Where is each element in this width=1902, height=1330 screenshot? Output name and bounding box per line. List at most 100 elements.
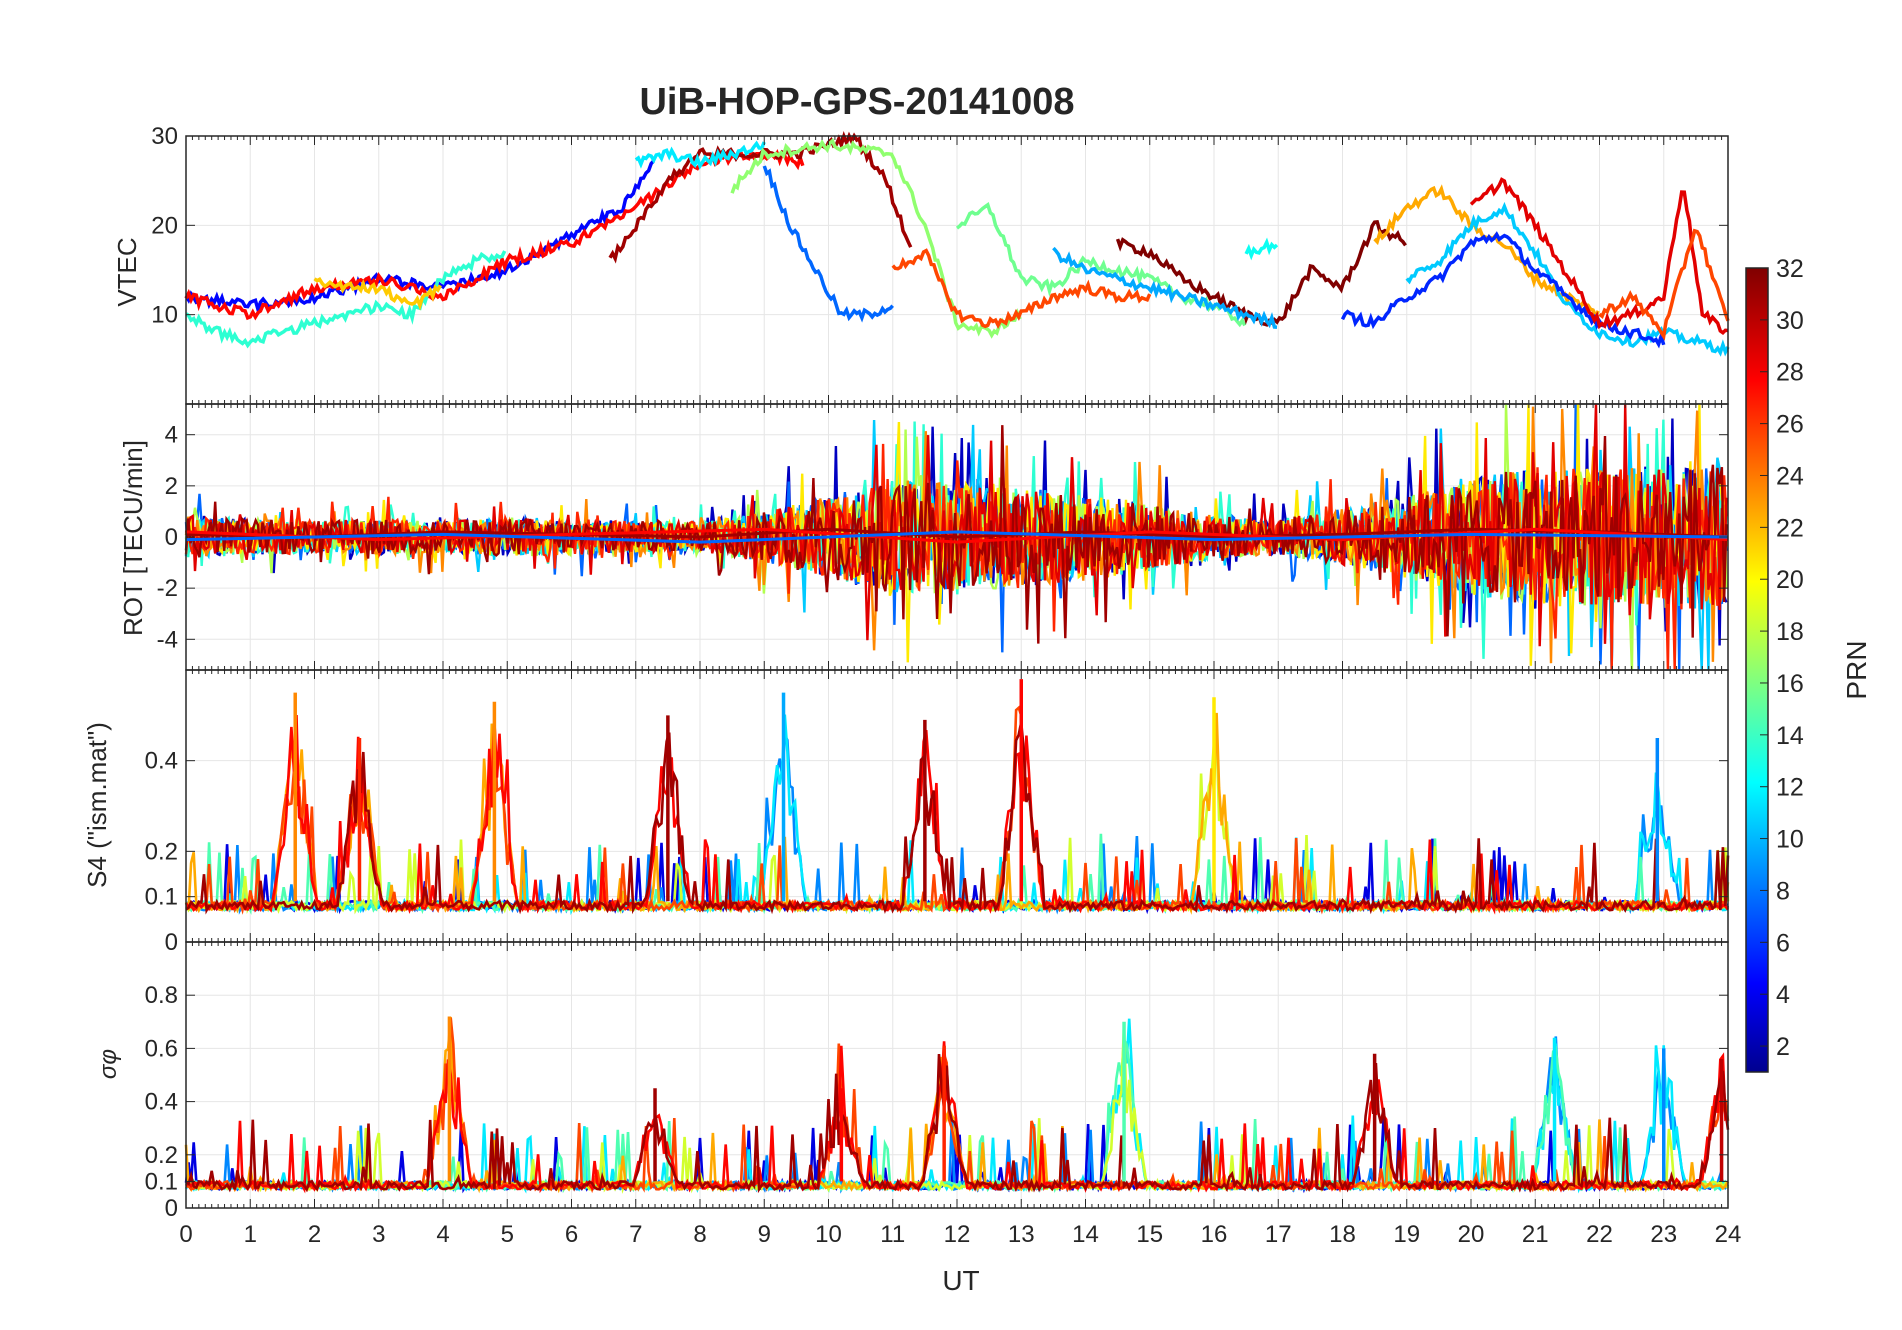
y-tick-label: 4 bbox=[165, 422, 178, 449]
x-tick-label: 18 bbox=[1329, 1221, 1356, 1248]
x-tick-label: 16 bbox=[1201, 1221, 1228, 1248]
vtec-series-line bbox=[608, 131, 913, 264]
colorbar-tick-label: 20 bbox=[1776, 566, 1804, 594]
colorbar-tick-label: 24 bbox=[1776, 462, 1804, 490]
x-tick-label: 0 bbox=[179, 1221, 192, 1248]
x-tick-label: 3 bbox=[372, 1221, 385, 1248]
ylabel-s4: S4 ("ism.mat") bbox=[82, 722, 112, 888]
x-tick-label: 15 bbox=[1136, 1221, 1163, 1248]
vtec-series-line bbox=[1469, 177, 1729, 335]
x-tick-label: 11 bbox=[880, 1221, 905, 1248]
rot-series-line bbox=[185, 527, 1729, 539]
x-tick-label: 22 bbox=[1586, 1221, 1613, 1248]
vtec-series-line bbox=[891, 248, 1152, 330]
colorbar-tick-label: 14 bbox=[1776, 722, 1804, 750]
vtec-series-line bbox=[955, 201, 1247, 328]
y-tick-label: 10 bbox=[151, 302, 178, 329]
colorbar-gradient bbox=[1745, 267, 1769, 1073]
vtec-series-line bbox=[1598, 228, 1730, 341]
y-ticks: 00.10.2 0.4 0.6 0.8 bbox=[145, 982, 1728, 1222]
colorbar-tick-label: 22 bbox=[1776, 514, 1804, 542]
y-tick-label: 0.4 bbox=[145, 748, 178, 775]
vtec-series-line bbox=[1115, 219, 1407, 327]
y-tick-label: 0.2 bbox=[145, 838, 178, 865]
s4-panel: 0 0.1 0.2 0.4 bbox=[145, 669, 1730, 956]
vtec-series-line bbox=[762, 165, 894, 323]
colorbar-tick-label: 18 bbox=[1776, 618, 1804, 646]
data-lines bbox=[184, 679, 1730, 916]
sigma-phi-panel: 00.10.20.40.60.80 1 2 3 4 5 6 7 8 9 10 11 12 13 14 15 16… bbox=[145, 941, 1741, 1248]
y-tick-label: 0.2 bbox=[145, 1142, 178, 1169]
y-ticks: 0 0.1 0.2 0.4 bbox=[145, 748, 1728, 956]
ylabel-rot: ROT [TECU/min] bbox=[118, 440, 148, 636]
scint-series-line bbox=[185, 721, 1730, 915]
vtec-series-line bbox=[634, 140, 766, 170]
data-lines bbox=[184, 403, 1729, 671]
y-tick-label: 0 bbox=[165, 524, 178, 551]
x-tick-label: 19 bbox=[1393, 1221, 1420, 1248]
rot-noise-line bbox=[184, 443, 1728, 671]
x-tick-label: 1 bbox=[244, 1221, 257, 1248]
scint-series-line bbox=[185, 1023, 1730, 1194]
y-ticks: -4 -2 0 2 4 bbox=[157, 422, 1728, 653]
x-tick-label: 2 bbox=[308, 1221, 321, 1248]
colorbar-tick-label: 32 bbox=[1776, 255, 1804, 283]
vtec-series-line bbox=[313, 276, 442, 311]
y-tick-label: 0.1 bbox=[145, 1168, 178, 1195]
colorbar-tick-label: 2 bbox=[1776, 1033, 1790, 1061]
vtec-series-line bbox=[1405, 201, 1730, 357]
vtec-series-line bbox=[1052, 246, 1278, 329]
y-tick-label: 0.4 bbox=[145, 1089, 178, 1116]
vtec-series-line bbox=[184, 159, 655, 316]
vtec-series-line bbox=[730, 137, 1022, 339]
colorbar-tick-label: 26 bbox=[1776, 411, 1804, 439]
scint-series-line bbox=[185, 1053, 1730, 1194]
y-tick-label: 0.6 bbox=[145, 1035, 178, 1062]
y-tick-label: -4 bbox=[157, 626, 178, 653]
x-tick-label: 10 bbox=[815, 1221, 842, 1248]
x-tick-label: 24 bbox=[1715, 1221, 1742, 1248]
vtec-series-line bbox=[1340, 231, 1666, 349]
x-tick-label: 13 bbox=[1008, 1221, 1035, 1248]
colorbar-tick-label: 16 bbox=[1776, 670, 1804, 698]
y-tick-label: 30 bbox=[151, 123, 178, 150]
vtec-series-line bbox=[1244, 237, 1279, 261]
y-tick-label: 0.8 bbox=[145, 982, 178, 1009]
ylabel-sigma-phi: σφ bbox=[95, 1049, 122, 1079]
xlabel: UT bbox=[942, 1265, 979, 1296]
x-tick-label: 4 bbox=[436, 1221, 449, 1248]
colorbar-tick-label: 12 bbox=[1776, 774, 1804, 802]
rot-series-line bbox=[185, 530, 1729, 544]
x-tick-label: 17 bbox=[1265, 1221, 1292, 1248]
x-tick-label: 12 bbox=[944, 1221, 971, 1248]
y-tick-label: 0.1 bbox=[145, 884, 178, 911]
x-tick-label: 23 bbox=[1650, 1221, 1677, 1248]
colorbar-tick-label: 30 bbox=[1776, 307, 1804, 335]
colorbar-tick-label: 8 bbox=[1776, 877, 1790, 905]
rot-series-line bbox=[185, 527, 1729, 544]
scint-series-line bbox=[185, 1017, 1730, 1194]
x-tick-label: 21 bbox=[1522, 1221, 1549, 1248]
ylabel-vtec: VTEC bbox=[112, 237, 142, 306]
y-tick-label: 20 bbox=[151, 212, 178, 239]
vtec-series-line bbox=[185, 250, 507, 349]
grid bbox=[185, 135, 1729, 404]
y-tick-label: 0 bbox=[165, 1195, 178, 1222]
y-tick-label: 0 bbox=[165, 929, 178, 956]
y-tick-label: -2 bbox=[157, 575, 178, 602]
x-tick-labels: 0 1 2 3 4 5 6 7 8 9 10 11 12 13 14 15 16 17 18 19 20 21 22 23 24 bbox=[179, 1221, 1741, 1248]
figure-title: UiB-HOP-GPS-20141008 bbox=[639, 81, 1074, 123]
x-ticks bbox=[185, 136, 1729, 404]
colorbar-tick-label: 6 bbox=[1776, 929, 1790, 957]
rot-panel: -4 -2 0 2 4 bbox=[157, 403, 1729, 671]
colorbar-tick-label: 10 bbox=[1776, 826, 1804, 854]
y-ticks: 10 20 30 bbox=[151, 123, 1728, 329]
colorbar-label: PRN bbox=[1841, 640, 1872, 699]
scint-series-line bbox=[184, 714, 1730, 915]
x-tick-label: 8 bbox=[693, 1221, 706, 1248]
vtec-series-line bbox=[184, 147, 805, 321]
x-ticks bbox=[185, 942, 1729, 1208]
